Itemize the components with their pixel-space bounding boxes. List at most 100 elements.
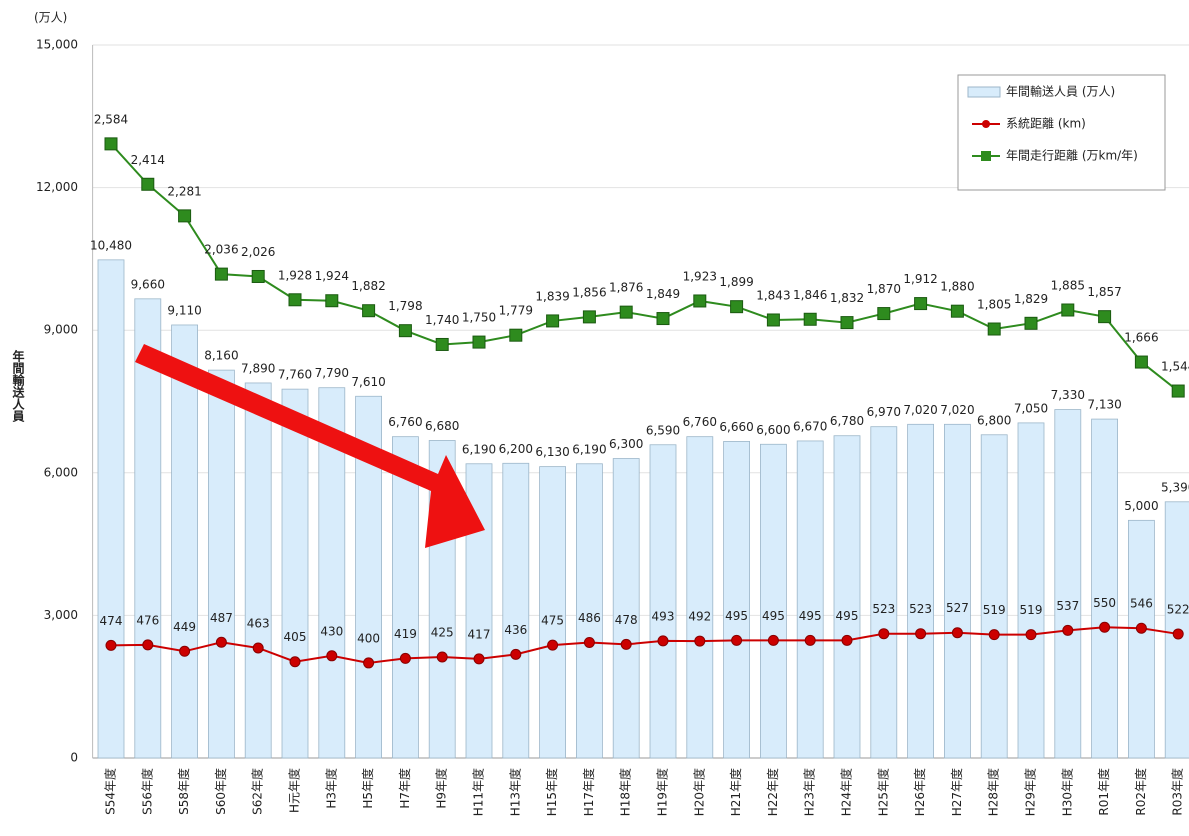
legend-swatch: [967, 86, 1001, 98]
x-tick-label: H21年度: [728, 768, 743, 816]
marker: [1171, 384, 1185, 398]
value-label: 7,130: [1087, 398, 1121, 412]
marker: [841, 634, 853, 646]
bar: [944, 423, 971, 759]
value-label: 546: [1130, 597, 1153, 611]
value-label: 417: [468, 627, 491, 641]
value-label: 1,750: [462, 311, 496, 325]
value-label: 449: [173, 620, 196, 634]
x-tick-label: H20年度: [691, 768, 706, 816]
value-label: 400: [357, 631, 380, 645]
value-label: 1,885: [1051, 278, 1085, 292]
marker: [215, 636, 227, 648]
marker: [251, 269, 265, 283]
marker: [951, 627, 963, 639]
value-label: 9,110: [167, 303, 201, 317]
legend-label: 系統距離 (km): [1006, 117, 1086, 131]
bar: [870, 426, 898, 759]
value-label: 405: [284, 630, 307, 644]
value-label: 495: [799, 609, 822, 623]
value-label: 1,740: [425, 313, 459, 327]
marker: [288, 293, 302, 307]
marker: [436, 651, 448, 663]
value-label: 7,760: [278, 368, 312, 382]
value-label: 1,912: [903, 272, 937, 286]
bar: [134, 298, 162, 759]
marker: [473, 653, 485, 665]
bar: [686, 436, 714, 759]
value-label: 6,670: [793, 419, 827, 433]
value-label: 10,480: [90, 238, 132, 252]
y-tick-label: 3,000: [44, 608, 78, 622]
bar: [244, 382, 272, 759]
marker: [731, 634, 743, 646]
marker: [252, 642, 264, 654]
marker: [1135, 622, 1147, 634]
value-label: 487: [210, 611, 233, 625]
marker: [914, 297, 928, 311]
marker: [988, 629, 1000, 641]
value-label: 6,780: [830, 414, 864, 428]
bar: [649, 444, 677, 759]
value-label: 8,160: [204, 349, 238, 363]
marker: [435, 337, 449, 351]
marker: [656, 312, 670, 326]
x-tick-label: S56年度: [139, 768, 154, 815]
value-label: 492: [688, 610, 711, 624]
y-tick-label: 0: [70, 751, 78, 765]
value-label: 519: [1020, 603, 1043, 617]
bar: [1128, 519, 1155, 759]
value-label: 6,760: [683, 415, 717, 429]
value-label: 2,036: [204, 243, 238, 257]
value-label: 474: [100, 614, 123, 628]
x-tick-label: H3年度: [323, 768, 338, 809]
value-label: 1,849: [646, 287, 680, 301]
value-label: 425: [431, 625, 454, 639]
value-label: 6,190: [572, 442, 606, 456]
legend-label: 年間走行距離 (万km/年): [1006, 149, 1138, 163]
value-label: 6,760: [388, 415, 422, 429]
value-label: 1,870: [867, 282, 901, 296]
value-label: 1,829: [1014, 292, 1048, 306]
legend: 年間輸送人員 (万人) 系統距離 (km) 年間走行距離 (万km/年): [957, 74, 1166, 191]
value-label: 522: [1167, 602, 1189, 616]
marker: [510, 648, 522, 660]
x-tick-label: H13年度: [507, 768, 522, 816]
value-label: 436: [504, 623, 527, 637]
marker: [362, 304, 376, 318]
bar: [391, 436, 419, 759]
value-label: 6,600: [756, 423, 790, 437]
marker: [546, 314, 560, 328]
value-label: 495: [762, 609, 785, 623]
marker: [766, 313, 780, 327]
marker: [326, 650, 338, 662]
value-label: 1,928: [278, 268, 312, 282]
bar: [539, 466, 566, 759]
value-label: 495: [725, 609, 748, 623]
marker: [141, 177, 155, 191]
value-label: 476: [136, 613, 159, 627]
value-label: 486: [578, 611, 601, 625]
y-tick-label: 6,000: [44, 465, 78, 479]
bar: [1091, 418, 1118, 759]
x-tick-label: S54年度: [103, 768, 118, 815]
marker: [840, 316, 854, 330]
bar: [576, 463, 603, 759]
x-tick-label: S60年度: [213, 768, 228, 815]
bar: [833, 435, 861, 759]
marker: [877, 307, 891, 321]
marker: [804, 634, 816, 646]
marker: [325, 294, 339, 308]
marker: [363, 657, 375, 669]
x-tick-label: H23年度: [802, 768, 817, 816]
value-label: 1,857: [1087, 285, 1121, 299]
value-label: 1,798: [388, 299, 422, 313]
legend-marker: [981, 151, 991, 161]
x-tick-label: H9年度: [434, 768, 449, 809]
bar: [207, 369, 235, 759]
legend-label: 年間輸送人員 (万人): [1006, 84, 1115, 99]
marker: [1134, 355, 1148, 369]
value-label: 2,026: [241, 245, 275, 259]
x-tick-label: H27年度: [949, 768, 964, 816]
